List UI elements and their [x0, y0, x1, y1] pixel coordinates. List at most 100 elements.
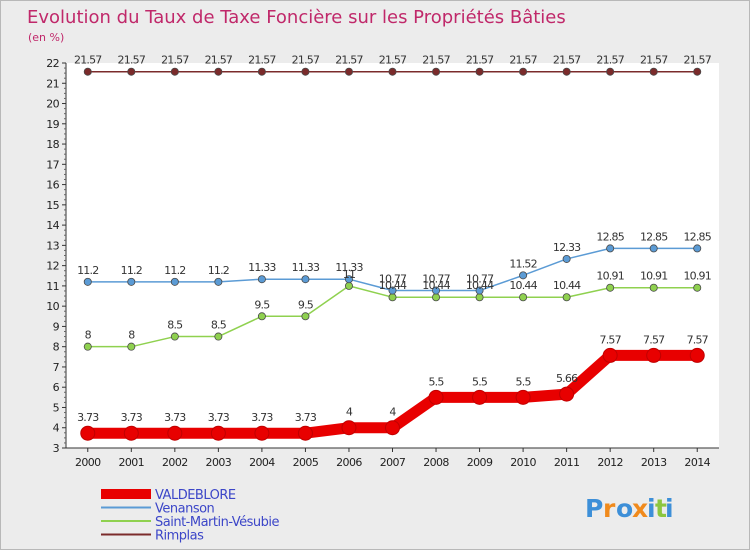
data-label: 11.33	[335, 261, 363, 274]
plot-area	[66, 63, 719, 448]
data-point	[693, 67, 702, 76]
data-label: 21.57	[335, 54, 363, 67]
y-tick-label: 6	[53, 381, 60, 394]
legend-label: Rimplas	[155, 529, 204, 544]
x-tick-label: 2013	[641, 456, 667, 469]
y-tick-label: 13	[46, 239, 59, 252]
data-label: 21.57	[640, 54, 668, 67]
data-label: 11.33	[292, 261, 320, 274]
data-label: 21.57	[205, 54, 233, 67]
data-label: 7.57	[643, 333, 665, 346]
data-label: 5.5	[472, 375, 488, 388]
data-label: 4	[389, 406, 396, 419]
data-label: 11.2	[208, 264, 229, 277]
data-point	[170, 277, 179, 286]
data-point	[388, 286, 397, 295]
y-tick-label: 16	[46, 179, 59, 192]
data-label: 10.77	[466, 273, 494, 286]
data-point	[297, 425, 313, 441]
data-label: 3.73	[121, 411, 143, 424]
data-label: 8.5	[211, 319, 227, 332]
data-label: 10.77	[379, 273, 407, 286]
legend: VALDEBLOREVenansonSaint-Martin-VésubieRi…	[101, 488, 280, 544]
data-point	[385, 420, 400, 436]
data-point	[257, 67, 266, 76]
data-point	[388, 67, 397, 76]
data-label: 21.57	[553, 54, 581, 67]
y-tick-label: 15	[46, 199, 59, 212]
x-tick-label: 2011	[554, 456, 580, 469]
x-tick-label: 2010	[510, 456, 536, 469]
data-label: 7.57	[600, 333, 622, 346]
data-point	[83, 342, 92, 351]
y-tick-label: 14	[46, 219, 59, 232]
x-tick-label: 2009	[467, 456, 493, 469]
logo-letter: t	[655, 494, 667, 523]
data-point	[693, 283, 702, 292]
data-point	[123, 425, 139, 441]
data-point	[127, 277, 136, 286]
data-point	[127, 67, 136, 76]
data-label: 12.85	[640, 230, 668, 243]
data-point	[432, 293, 441, 302]
y-tick-label: 3	[53, 442, 60, 455]
data-label: 21.57	[292, 54, 320, 67]
data-label: 5.5	[428, 375, 444, 388]
data-point	[519, 67, 528, 76]
data-point	[214, 67, 223, 76]
axes: 3 4 5 6 7 8 9 10 11 12 13 14 15 16 17 18 19 20 21 22 2000 200…	[46, 57, 719, 469]
data-point	[301, 312, 310, 321]
data-label: 11.52	[509, 257, 537, 270]
data-label: 9.5	[254, 298, 270, 311]
y-tick-label: 7	[53, 361, 60, 374]
data-label: 12.85	[596, 230, 624, 243]
data-label: 10.91	[596, 270, 624, 283]
data-point	[475, 293, 484, 302]
data-point	[428, 389, 444, 405]
y-tick-label: 20	[46, 98, 59, 111]
data-point	[83, 67, 92, 76]
data-label: 10.91	[640, 270, 668, 283]
data-point	[562, 254, 571, 263]
data-label: 21.57	[596, 54, 624, 67]
data-label: 8	[128, 329, 135, 342]
data-point	[559, 386, 575, 402]
data-point	[257, 312, 266, 321]
data-label: 8.5	[167, 319, 183, 332]
y-tick-label: 22	[46, 57, 59, 70]
data-label: 21.57	[509, 54, 537, 67]
logo-letter: P	[585, 494, 603, 523]
x-tick-label: 2008	[423, 456, 449, 469]
data-label: 8	[85, 329, 92, 342]
y-tick-label: 18	[46, 138, 59, 151]
logo-letter: r	[603, 494, 616, 523]
data-label: 21.57	[466, 54, 494, 67]
data-label: 21.57	[74, 54, 102, 67]
unit-label: (en %)	[28, 31, 64, 44]
data-label: 10.44	[509, 279, 537, 292]
data-label: 21.57	[248, 54, 276, 67]
data-point	[606, 244, 615, 253]
y-tick-label: 19	[46, 118, 59, 131]
data-point	[344, 67, 353, 76]
data-label: 12.85	[683, 230, 711, 243]
data-point	[214, 332, 223, 341]
x-tick-label: 2007	[380, 456, 406, 469]
data-point	[214, 277, 223, 286]
data-point	[602, 347, 618, 363]
legend-label: VALDEBLORE	[155, 488, 236, 503]
data-label: 3.73	[164, 411, 186, 424]
data-point	[475, 67, 484, 76]
data-label: 21.57	[422, 54, 450, 67]
data-label: 10.77	[422, 273, 450, 286]
data-point	[693, 244, 702, 253]
data-point	[649, 283, 658, 292]
data-point	[606, 67, 615, 76]
legend-label: Saint-Martin-Vésubie	[155, 515, 280, 530]
data-label: 21.57	[683, 54, 711, 67]
data-point	[301, 275, 310, 284]
data-point	[301, 67, 310, 76]
data-point	[127, 342, 136, 351]
